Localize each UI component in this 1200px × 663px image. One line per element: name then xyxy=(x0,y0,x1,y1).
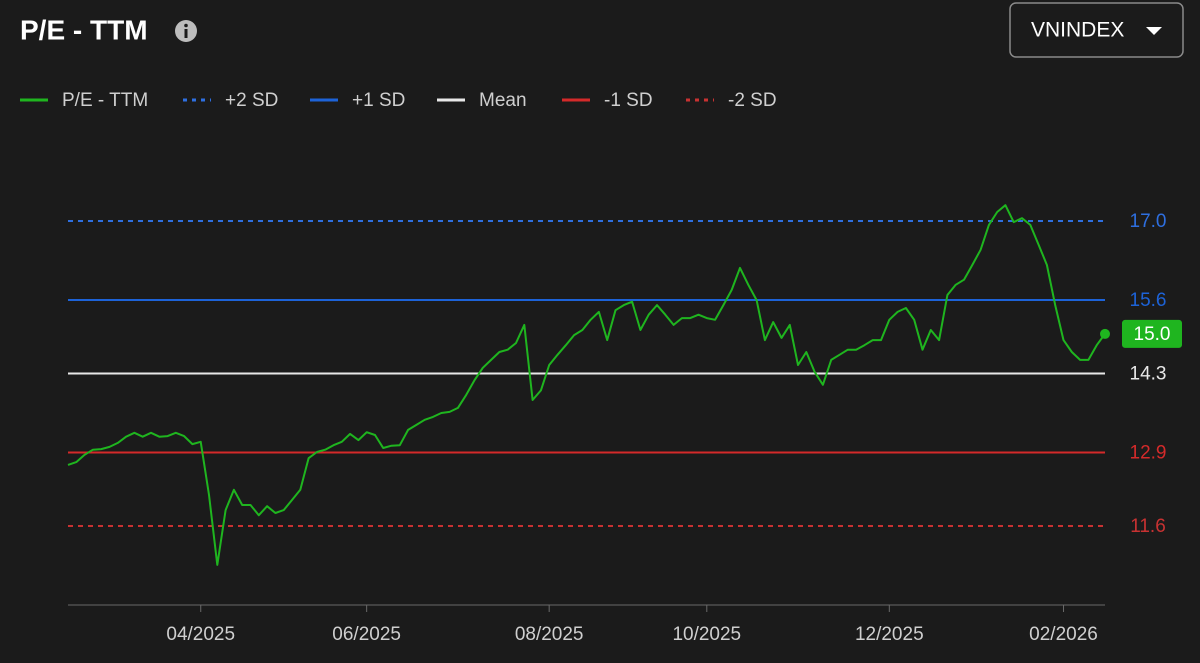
reference-label: 11.6 xyxy=(1130,516,1166,537)
x-tick-label: 04/2025 xyxy=(166,624,235,645)
dropdown-label[interactable]: VNINDEX xyxy=(1031,19,1124,42)
legend-label: -1 SD xyxy=(604,90,653,111)
last-point xyxy=(1100,328,1110,339)
pe-line xyxy=(67,204,1106,566)
info-dot xyxy=(184,23,188,28)
reference-label: 15.6 xyxy=(1130,290,1167,311)
last-value-badge xyxy=(1122,319,1182,348)
reference-label: 17.0 xyxy=(1130,211,1167,232)
reference-label: 12.9 xyxy=(1130,443,1167,464)
x-tick-label: 08/2025 xyxy=(515,624,584,645)
dropdown-caret xyxy=(1146,27,1162,35)
legend-label: +2 SD xyxy=(225,90,278,111)
x-tick-label: 10/2025 xyxy=(672,624,741,645)
legend-label: +1 SD xyxy=(352,90,405,111)
info-icon[interactable] xyxy=(175,20,197,42)
x-tick-label: 06/2025 xyxy=(332,624,401,645)
last-value-label: 15.0 xyxy=(1134,324,1171,345)
reference-label: 14.3 xyxy=(1130,363,1167,384)
legend-label: P/E - TTM xyxy=(62,90,148,111)
chart-title: P/E - TTM xyxy=(20,14,148,45)
x-tick-label: 12/2025 xyxy=(855,624,924,645)
x-tick-label: 02/2026 xyxy=(1029,624,1098,645)
legend-label: -2 SD xyxy=(728,90,777,111)
dropdown-box[interactable] xyxy=(1009,2,1184,58)
info-bar xyxy=(184,29,188,38)
index-dropdown[interactable]: VNINDEX xyxy=(1009,2,1184,58)
legend-label: Mean xyxy=(479,90,527,111)
